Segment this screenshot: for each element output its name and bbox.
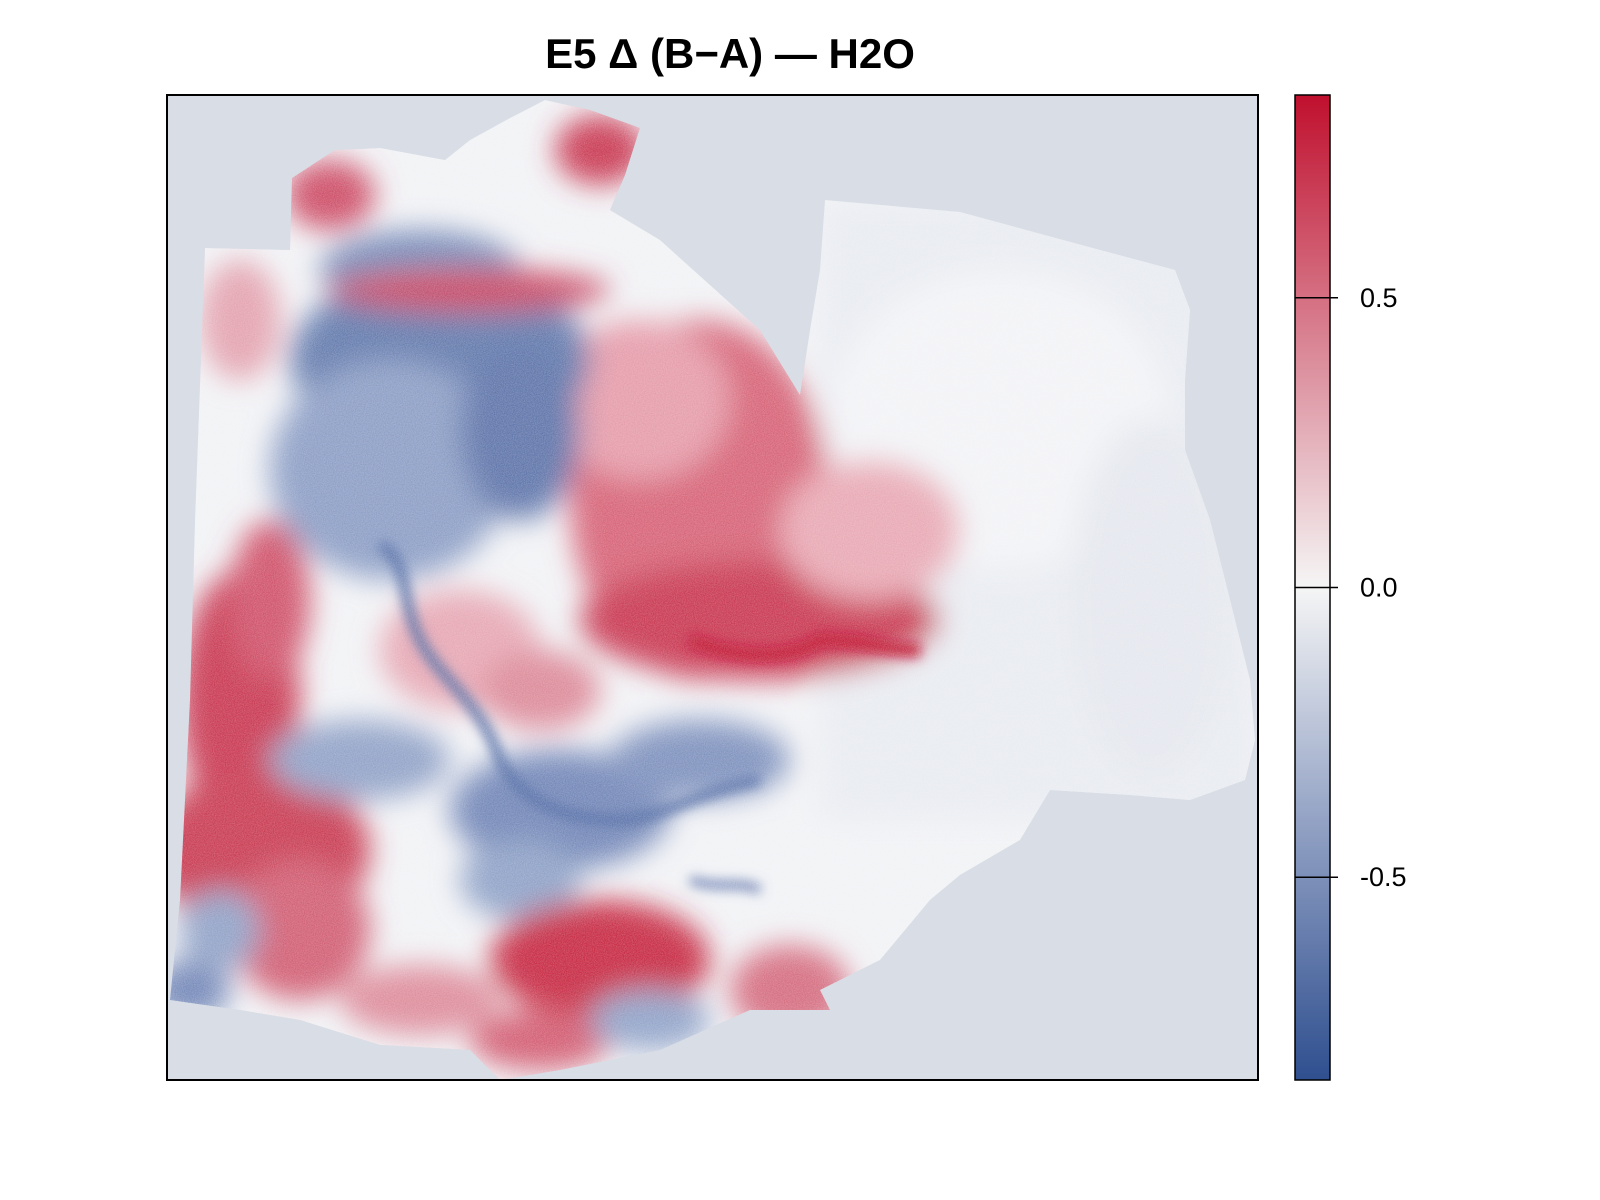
colorbar-tick-label: -0.5 [1360,862,1407,892]
plot-frame [166,94,1259,1081]
chart-title: E5 Δ (B−A) — H2O [545,30,915,77]
colorbar-ticks: -0.5 0.0 0.5 [1295,283,1407,892]
colorbar-tick-label: 0.0 [1360,573,1398,603]
colorbar-tick-label: 0.5 [1360,283,1398,313]
